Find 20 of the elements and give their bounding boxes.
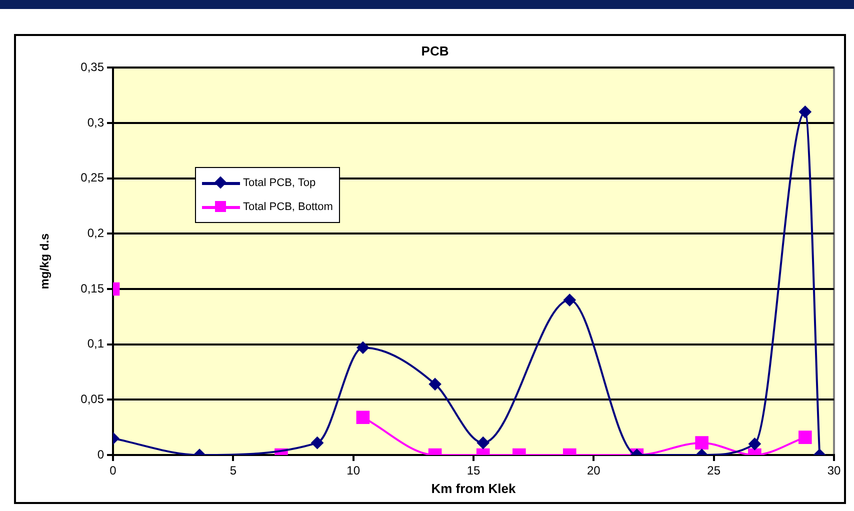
x-axis-title: Km from Klek (431, 480, 517, 496)
x-tick-label: 0 (110, 464, 117, 478)
legend-label: Total PCB, Top (243, 177, 316, 189)
legend-label: Total PCB, Bottom (243, 201, 333, 213)
x-tick-label: 30 (827, 464, 841, 478)
x-tick-label: 10 (346, 464, 360, 478)
y-tick-label: 0,2 (87, 226, 104, 240)
y-tick-label: 0,35 (80, 60, 104, 74)
y-axis-title: mg/kg d.s (38, 232, 52, 290)
y-tick-label: 0,05 (80, 392, 104, 406)
y-tick-label: 0,25 (80, 170, 104, 185)
x-tick-label: 25 (707, 464, 721, 478)
chart-title: PCB (421, 43, 449, 58)
y-tick-label: 0,15 (80, 281, 104, 296)
y-tick-label: 0,1 (87, 336, 104, 351)
y-tick-label: 0,3 (87, 115, 104, 130)
x-tick-label: 20 (586, 464, 601, 478)
x-tick-label: 15 (466, 464, 480, 478)
x-tick-label: 5 (230, 464, 237, 478)
y-tick-label: 0 (97, 447, 104, 462)
